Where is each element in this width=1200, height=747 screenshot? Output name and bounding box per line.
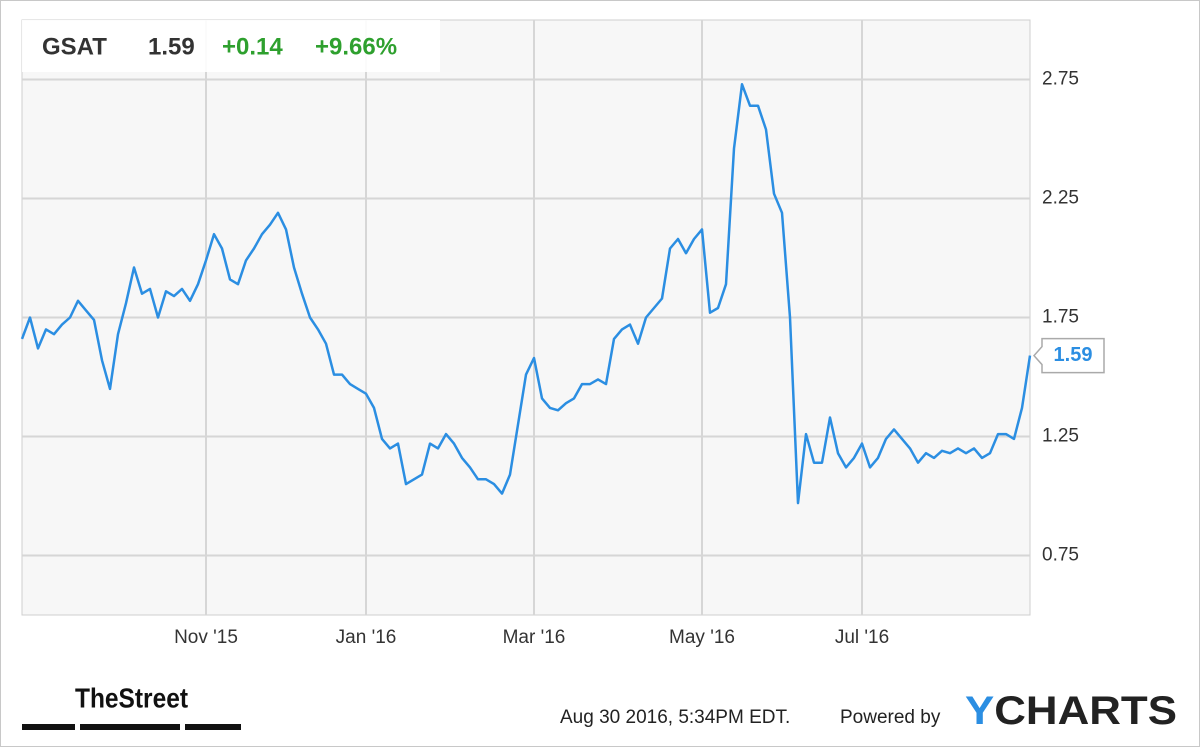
change: +0.14 <box>222 33 283 60</box>
last-value-label: 1.59 <box>1054 344 1093 366</box>
x-tick-label: Mar '16 <box>503 627 566 648</box>
grid <box>22 20 1030 615</box>
change-percent: +9.66% <box>315 33 397 60</box>
brand: YCHARTS <box>965 689 1177 733</box>
y-tick-label: 2.75 <box>1042 69 1079 90</box>
price: 1.59 <box>148 33 195 60</box>
brand-initial: Y <box>965 689 995 733</box>
last-value-box <box>1032 337 1105 374</box>
price-line <box>20 83 1032 505</box>
x-tick-label: Jul '16 <box>835 627 889 648</box>
y-tick-label: 0.75 <box>1042 545 1079 566</box>
logo-bar <box>185 724 241 730</box>
x-tick-label: May '16 <box>669 627 735 648</box>
powered-by: Powered by <box>840 707 941 728</box>
ticker: GSAT <box>42 33 107 60</box>
y-tick-label: 2.25 <box>1042 188 1079 209</box>
series <box>20 83 1032 505</box>
brand-rest: CHARTS <box>994 689 1177 733</box>
source-logo: TheStreet <box>22 682 241 730</box>
logo-bar <box>22 724 75 730</box>
y-tick-label: 1.25 <box>1042 426 1079 447</box>
x-tick-label: Jan '16 <box>336 627 397 648</box>
header-box <box>22 20 440 72</box>
y-tick-label: 1.75 <box>1042 307 1079 328</box>
source-logo-text: TheStreet <box>75 682 188 713</box>
logo-bar <box>80 724 180 730</box>
x-tick-label: Nov '15 <box>174 627 238 648</box>
timestamp: Aug 30 2016, 5:34PM EDT. <box>560 707 790 728</box>
